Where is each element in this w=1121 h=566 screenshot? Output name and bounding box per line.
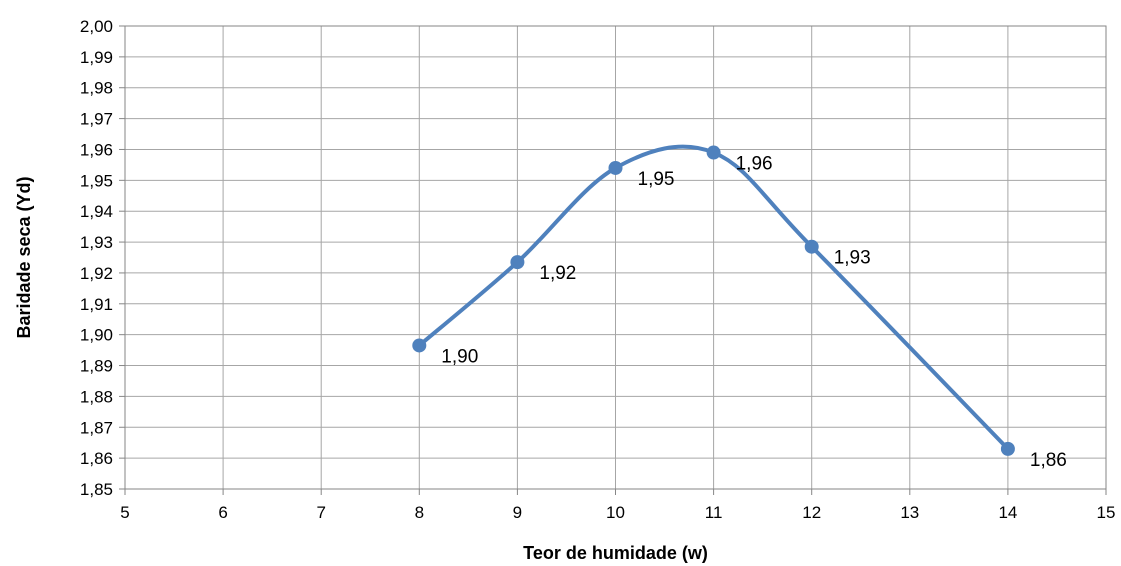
y-tick-label: 1,98 bbox=[80, 79, 113, 98]
data-label: 1,95 bbox=[638, 169, 675, 190]
x-tick-label: 7 bbox=[316, 503, 325, 522]
x-tick-label: 6 bbox=[218, 503, 227, 522]
series-line bbox=[417, 144, 1010, 451]
x-axis-title: Teor de humidade (w) bbox=[523, 543, 708, 563]
x-tick-label: 9 bbox=[513, 503, 522, 522]
y-tick-labels: 2,00 1,99 1,98 1,97 1,96 1,95 1,94 1,93 1,92 1,91… bbox=[80, 17, 113, 499]
x-tick-label: 5 bbox=[120, 503, 129, 522]
x-tick-label: 15 bbox=[1097, 503, 1116, 522]
y-tick-label: 1,93 bbox=[80, 233, 113, 252]
y-tick-label: 1,91 bbox=[80, 295, 113, 314]
x-tick-labels: 5 6 7 8 9 10 11 12 13 14 15 bbox=[120, 503, 1115, 522]
data-label: 1,92 bbox=[539, 263, 576, 284]
x-tick-label: 11 bbox=[705, 503, 723, 522]
y-tick-label: 1,86 bbox=[80, 449, 113, 468]
x-tick-label: 13 bbox=[900, 503, 919, 522]
y-tick-label: 1,85 bbox=[80, 480, 113, 499]
y-tick-label: 1,95 bbox=[80, 171, 113, 190]
data-point bbox=[804, 239, 819, 254]
y-tick-label: 1,92 bbox=[80, 264, 113, 283]
data-point bbox=[510, 255, 525, 270]
data-label: 1,96 bbox=[736, 154, 773, 175]
y-tick-label: 1,87 bbox=[80, 418, 113, 437]
plot-area-border bbox=[124, 25, 1107, 490]
x-tick-label: 10 bbox=[606, 503, 625, 522]
axes bbox=[119, 25, 1107, 495]
data-point bbox=[412, 338, 427, 353]
series bbox=[412, 144, 1015, 456]
x-tick-label: 14 bbox=[998, 503, 1017, 522]
y-tick-label: 1,99 bbox=[80, 48, 113, 67]
y-tick-label: 1,97 bbox=[80, 110, 113, 129]
y-tick-label: 2,00 bbox=[80, 17, 113, 36]
x-tick-label: 12 bbox=[802, 503, 821, 522]
y-tick-label: 1,89 bbox=[80, 357, 113, 376]
data-point bbox=[608, 160, 623, 175]
grid-lines bbox=[125, 26, 1106, 489]
data-label: 1,86 bbox=[1030, 450, 1067, 471]
y-tick-label: 1,88 bbox=[80, 387, 113, 406]
data-point bbox=[706, 145, 721, 160]
y-tick-label: 1,96 bbox=[80, 140, 113, 159]
data-label: 1,93 bbox=[834, 248, 871, 269]
x-tick-label: 8 bbox=[415, 503, 424, 522]
data-labels: 1,90 1,92 1,95 1,96 1,93 1,86 bbox=[441, 154, 1067, 471]
y-axis-title: Baridade seca (Yd) bbox=[14, 176, 34, 338]
data-label: 1,90 bbox=[441, 346, 478, 367]
y-tick-label: 1,90 bbox=[80, 326, 113, 345]
y-tick-label: 1,94 bbox=[80, 202, 113, 221]
data-point bbox=[1000, 441, 1015, 456]
